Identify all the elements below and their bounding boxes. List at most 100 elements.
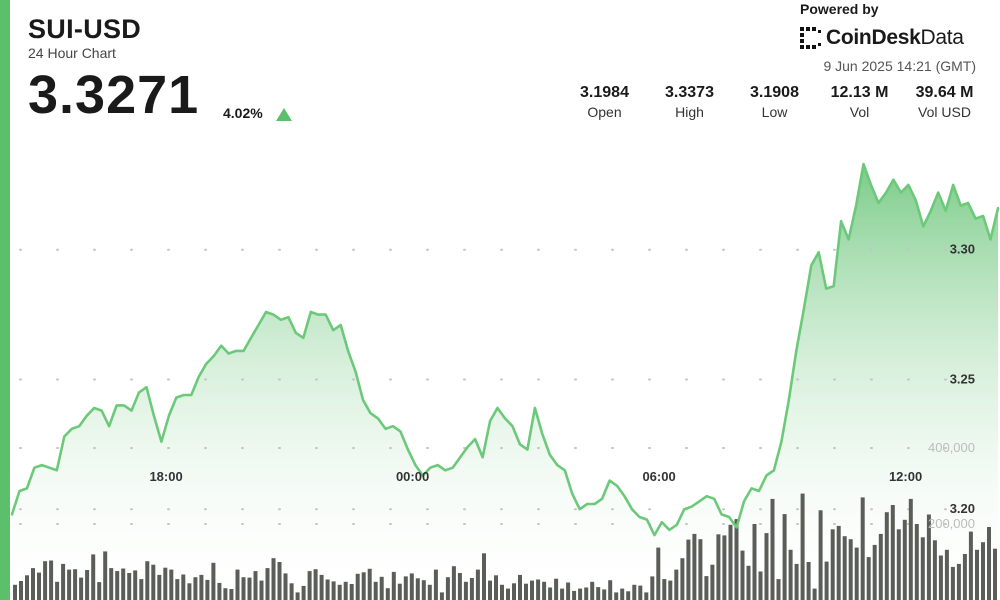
volume-bar (397, 583, 402, 600)
pair-title: SUI-USD (28, 14, 142, 44)
stat-value: 3.3373 (665, 84, 714, 101)
price-line (10, 162, 1000, 537)
brand-name: CoinDeskData (826, 26, 964, 50)
volume-bar (205, 579, 210, 600)
volume-bar (295, 592, 300, 600)
up-triangle-icon (276, 108, 292, 121)
volume-bar (740, 550, 745, 600)
volume-bar (584, 587, 589, 600)
volume-bar (800, 493, 805, 600)
volume-bar (596, 587, 601, 600)
price-change: 4.02% (223, 105, 263, 121)
volume-bar (896, 529, 901, 600)
volume-bar (97, 582, 102, 600)
volume-bar (211, 562, 216, 600)
powered-by-label: Powered by (800, 1, 879, 17)
volume-bar (752, 524, 757, 600)
volume-bar (193, 577, 198, 600)
volume-bar (427, 584, 432, 600)
volume-bar (85, 570, 90, 600)
volume-bar (854, 547, 859, 600)
volume-bar (794, 563, 799, 600)
volume-bar (656, 547, 661, 600)
stat-label: Vol USD (918, 104, 971, 120)
stat-value: 3.1908 (750, 84, 799, 101)
volume-bar (19, 581, 23, 600)
volume-bar (127, 573, 132, 600)
volume-bar (512, 583, 516, 600)
volume-bar (253, 571, 258, 600)
volume-bar (259, 580, 264, 600)
time-tick-label: 06:00 (642, 469, 675, 484)
volume-bar (902, 519, 907, 600)
volume-bar (686, 539, 691, 600)
stat-value: 39.64 M (915, 84, 974, 101)
volume-bar (968, 531, 973, 600)
brand-block: Powered by CoinDeskData (800, 1, 964, 50)
volume-bar (890, 505, 895, 600)
stat-high: 3.3373 High (647, 84, 732, 120)
volume-bar (993, 548, 997, 600)
volume-bar (650, 576, 655, 600)
volume-bar (987, 527, 991, 600)
volume-bar (25, 575, 29, 600)
coindesk-logo-icon (800, 27, 821, 49)
volume-bar (728, 524, 733, 600)
volume-bar (337, 584, 342, 600)
price-tick-label: 3.25 (950, 371, 975, 386)
volume-bar (560, 588, 565, 600)
volume-bar (836, 525, 841, 600)
volume-bar (680, 558, 685, 600)
volume-bar (229, 589, 234, 600)
volume-bar (301, 585, 306, 600)
volume-bar (367, 568, 372, 600)
volume-bar (433, 569, 438, 600)
volume-bar (644, 592, 649, 600)
volume-bar (944, 549, 949, 600)
stat-open: 3.1984 Open (562, 84, 647, 120)
volume-bar (235, 569, 240, 600)
volume-bar (421, 580, 426, 600)
volume-bar (734, 519, 739, 600)
volume-bar (319, 574, 324, 600)
volume-bar (277, 562, 282, 600)
volume-bar (91, 554, 96, 600)
volume-bar (626, 591, 631, 600)
volume-bar (361, 572, 366, 600)
volume-bar (866, 557, 871, 600)
volume-bar (704, 576, 709, 600)
volume-bar (403, 576, 408, 600)
volume-bar (806, 562, 811, 600)
volume-bar (13, 584, 17, 600)
volume-bar (343, 581, 348, 600)
volume-bar (187, 583, 192, 600)
volume-bar (349, 584, 354, 600)
volume-bar (103, 551, 108, 600)
price-tick-label: 3.30 (950, 242, 975, 257)
volume-bar (716, 534, 721, 600)
volume-bar (668, 580, 673, 600)
volume-bar (415, 578, 420, 600)
volume-bar (578, 588, 583, 600)
volume-bar (818, 510, 823, 600)
volume-bar (692, 533, 697, 600)
volume-bar (530, 580, 534, 600)
time-tick-label: 18:00 (149, 469, 182, 484)
volume-bar (662, 579, 667, 600)
volume-bar (391, 571, 396, 600)
volume-bar (79, 577, 84, 600)
accent-bar (0, 0, 10, 600)
timestamp: 9 Jun 2025 14:21 (GMT) (823, 58, 976, 74)
volume-bar (842, 536, 847, 600)
volume-bar (169, 569, 174, 600)
volume-bar (620, 588, 625, 600)
volume-bar (475, 569, 480, 600)
volume-bar (914, 524, 919, 600)
volume-bar (181, 574, 186, 600)
volume-bar (878, 533, 883, 600)
volume-bar (217, 582, 222, 600)
stat-label: High (675, 104, 704, 120)
volume-bar (494, 575, 498, 600)
volume-bar (457, 573, 462, 600)
volume-bar (199, 574, 204, 600)
